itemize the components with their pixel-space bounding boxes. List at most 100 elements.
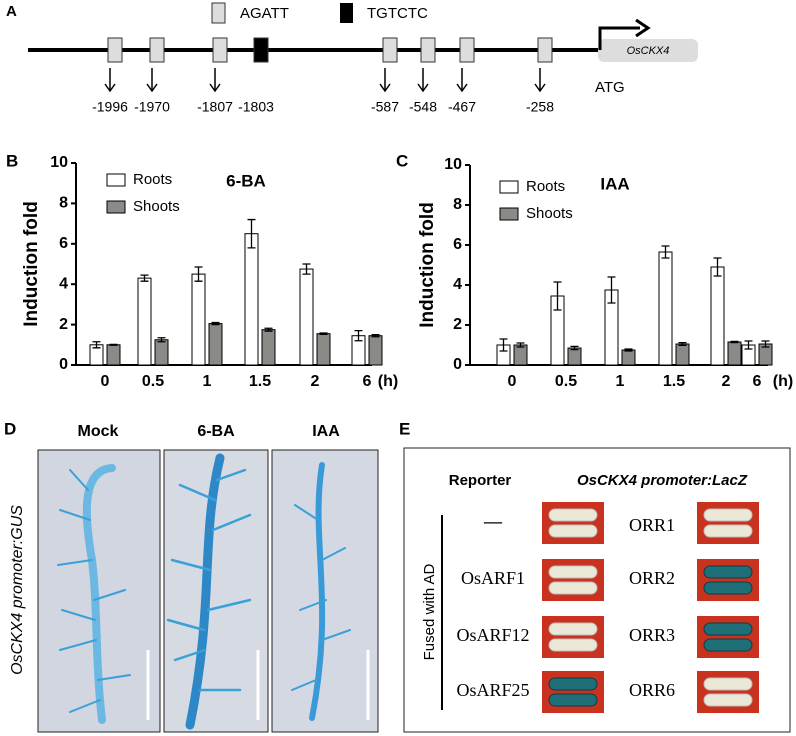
row-label: OsARF25 [456,680,529,700]
site-label: -1970 [134,99,170,115]
row-label: — [483,511,503,531]
bar [244,233,259,366]
error-bar [319,332,328,335]
side-label: Fused with AD [421,563,438,660]
x-tick-label: 1.5 [663,373,685,390]
site-box [149,37,165,63]
panel-label: B [6,151,18,170]
x-tick-label: 2 [311,373,320,390]
error-bar [264,327,273,332]
row-label: OsARF12 [456,625,529,645]
site-label: -1803 [238,99,274,115]
gene-name: OsCKX4 [627,45,670,57]
site-label: -1807 [197,99,233,115]
bar [154,339,169,366]
gene-box [598,39,698,62]
chart-title: IAA [600,174,629,193]
y-tick-label: 10 [50,154,68,171]
error-bar [678,341,687,347]
column-label: 6-BA [197,423,235,440]
colony [703,677,753,691]
error-bar [761,340,770,348]
lateral-roots [291,504,351,691]
site-box [537,37,553,63]
x-axis-label: (h) [773,373,793,390]
colony [548,508,598,522]
legend-swatch [106,173,126,187]
colony [548,693,598,707]
site-label: -258 [526,99,554,115]
start-codon: ATG [595,79,625,96]
sites: -1996 -1970 -1807 -1803 -587 -548 -467 -258 [92,37,554,115]
bar [316,333,331,366]
colony [703,581,753,595]
site-label: -467 [448,99,476,115]
colony [703,693,753,707]
legend-label: TGTCTC [367,5,428,22]
site-arrow-head [146,83,158,93]
site-arrow-head [379,83,391,93]
legend-label: AGATT [240,5,289,22]
x-tick-label: 6 [363,373,372,390]
colony [703,622,753,636]
row-label: ORR3 [629,625,675,645]
x-axis-label: (h) [378,373,398,390]
colony [703,565,753,579]
x-tick-label: 6 [753,373,762,390]
colony [548,524,598,538]
error-bar [661,245,670,259]
y-tick-label: 6 [59,235,68,252]
root [309,462,326,721]
x-tick-label: 0.5 [142,373,164,390]
colony [548,638,598,652]
column-header: Reporter [449,472,512,489]
site-label: -548 [409,99,437,115]
error-bar [744,340,753,350]
error-bar [570,345,579,351]
column-header: OsCKX4 promoter:LacZ [577,472,748,489]
error-bar [553,281,562,311]
x-tick-label: 1.5 [249,373,271,390]
y-tick-label: 8 [453,196,462,213]
legend-label: Shoots [133,198,180,215]
y-tick-label: 0 [453,356,462,373]
plate-square [697,671,759,713]
site-box [253,37,269,63]
y-tick-label: 4 [59,275,68,292]
row-label: ORR2 [629,568,675,588]
x-tick-label: 1 [203,373,212,390]
bar [710,266,725,366]
bar [658,251,673,366]
site-box [459,37,475,63]
legend-label: Roots [133,171,172,188]
error-bar [730,340,739,344]
site-box [420,37,436,63]
gus-images [37,449,379,733]
error-bar [624,348,633,352]
site-arrow-head [417,83,429,93]
error-bar [92,341,101,349]
site-label: -1996 [92,99,128,115]
legend-swatch [499,207,519,221]
y-tick-label: 2 [453,316,462,333]
image-frame [37,449,161,733]
colony [703,638,753,652]
x-tick-label: 0.5 [555,373,577,390]
bar [106,344,121,366]
chart-title: 6-BA [226,171,266,190]
side-label: OsCKX4 promoter:GUS [9,505,26,675]
y-tick-label: 4 [453,276,462,293]
root [185,453,225,730]
plate-square [697,502,759,544]
tss-arrow-head [635,18,651,38]
error-bar [109,343,118,346]
x-tick-label: 1 [616,373,625,390]
lateral-roots [57,469,131,713]
legend-swatch [340,3,353,23]
error-bar [354,330,363,342]
lateral-roots [166,468,252,692]
bar [261,329,276,366]
error-bar [302,263,311,275]
legend-swatch [499,180,519,194]
